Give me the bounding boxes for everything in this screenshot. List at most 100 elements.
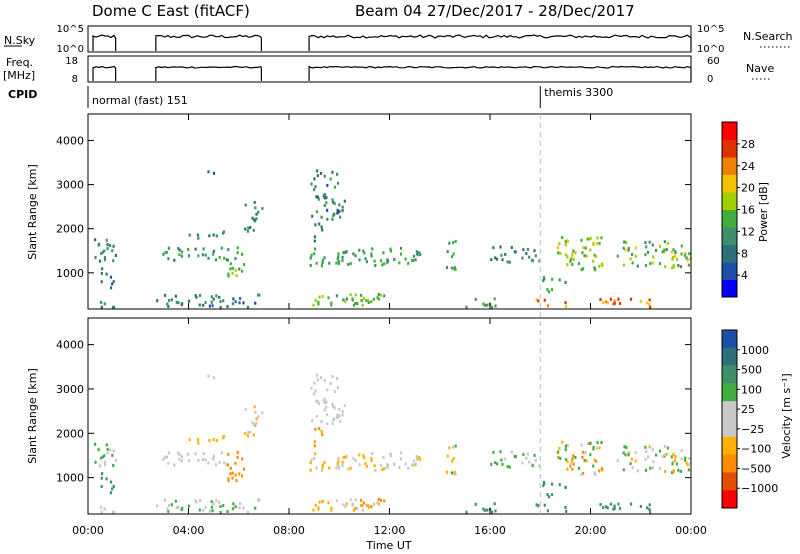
velocity-cell (100, 476, 103, 480)
velocity-cell (616, 459, 619, 463)
velocity-cell (318, 500, 321, 504)
power-cell (347, 262, 350, 266)
velocity-cell (486, 508, 489, 512)
power-cell (494, 304, 497, 308)
velocity-cell (181, 455, 184, 459)
power-cell (566, 239, 569, 243)
power-cell (164, 250, 167, 254)
power-cell (580, 268, 583, 272)
power-cell (592, 242, 595, 246)
power-cell (317, 302, 320, 306)
power-panel-ylabel: Slant Range [km] (26, 164, 39, 260)
velocity-cell (454, 472, 457, 476)
velocity-cell (97, 448, 100, 452)
power-cell (400, 252, 403, 256)
power-cell (452, 241, 455, 245)
velocity-cell (606, 506, 609, 510)
velocity-cell (586, 442, 589, 446)
velocity-cell (337, 460, 340, 464)
velocity-cell (627, 453, 630, 457)
velocity-colorbar-tick-label-3: 25 (741, 403, 755, 416)
power-cell (332, 214, 335, 218)
power-cell (188, 233, 191, 237)
power-cell (362, 249, 365, 253)
power-cell (316, 174, 319, 178)
xtick-label-1: 04:00 (173, 524, 205, 537)
power-cell (94, 238, 97, 242)
power-colorbar-tick-label-3: 16 (741, 204, 755, 217)
velocity-cell (326, 422, 329, 426)
velocity-cell (644, 457, 647, 461)
power-cell (559, 252, 562, 256)
power-cell (569, 258, 573, 261)
power-cell (319, 171, 323, 175)
velocity-cell (671, 460, 675, 464)
velocity-cell (180, 459, 183, 463)
velocity-cell (252, 433, 255, 437)
power-cell (651, 243, 654, 247)
power-cell (580, 238, 583, 242)
velocity-cell (356, 507, 359, 510)
power-cell (671, 257, 674, 261)
power-cell (244, 227, 247, 231)
power-cell (254, 206, 257, 210)
nsky-panel-frame (87, 25, 692, 53)
power-cell (257, 210, 260, 214)
power-cell (572, 249, 575, 253)
velocity-cell (344, 505, 347, 509)
velocity-cell (613, 504, 616, 508)
velocity-cell (359, 503, 363, 507)
power-cell (351, 298, 354, 302)
power-cell (648, 303, 651, 306)
power-cell (337, 255, 340, 259)
power-cell (454, 267, 457, 271)
velocity-cell (684, 456, 687, 460)
power-cell (542, 279, 545, 283)
xtick-label-5: 20:00 (575, 524, 607, 537)
power-cell (326, 217, 329, 221)
power-cell (323, 204, 326, 208)
velocity-colorbar-tick-label-1: 500 (741, 364, 762, 377)
power-cell (570, 255, 574, 259)
velocity-cell (249, 430, 252, 434)
velocity-cell (367, 505, 370, 509)
power-cell (316, 195, 319, 199)
power-cell (593, 253, 596, 257)
velocity-cell (531, 464, 534, 468)
power-cell (227, 274, 230, 278)
power-cell (241, 269, 244, 273)
velocity-cell (556, 450, 560, 454)
power-cell (352, 252, 355, 256)
power-cell (354, 302, 357, 305)
power-colorbar-tick-label-1: 8 (741, 247, 748, 260)
velocity-cell (253, 423, 256, 426)
velocity-cell (212, 438, 215, 442)
power-cell (365, 299, 368, 303)
velocity-cell (351, 503, 354, 507)
power-cell (100, 305, 103, 309)
power-cell (156, 299, 159, 303)
power-cell (448, 241, 451, 245)
power-cell (208, 304, 211, 308)
power-cell (321, 258, 324, 262)
power-panel-yticks: 1000 2000 3000 4000 (56, 134, 691, 280)
nsky-label: N.Sky (4, 34, 36, 47)
velocity-cell (543, 503, 546, 507)
power-cell (315, 169, 319, 173)
velocity-cell (412, 459, 416, 463)
power-cell (112, 305, 116, 309)
power-cell (370, 300, 373, 304)
velocity-cell (347, 467, 350, 471)
power-cell (605, 300, 608, 304)
power-cell (358, 248, 361, 252)
power-cell (613, 301, 616, 305)
power-cell (105, 238, 108, 242)
freq-tick-bottom: 8 (72, 74, 78, 85)
power-cell (336, 210, 340, 214)
velocity-cell (236, 455, 239, 459)
power-cell (226, 258, 229, 262)
velocity-cell (546, 509, 549, 513)
velocity-cell (629, 502, 633, 506)
velocity-cell (629, 462, 632, 466)
velocity-cell (202, 452, 205, 456)
